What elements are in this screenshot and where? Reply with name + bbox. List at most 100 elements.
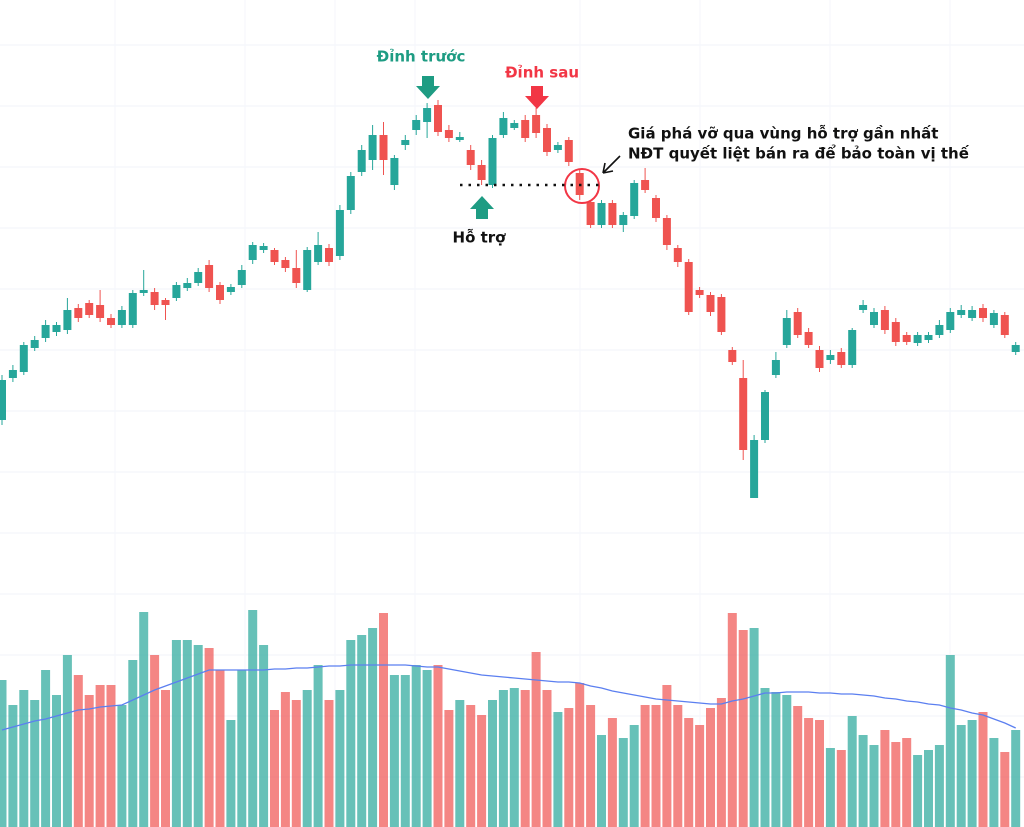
candle-body <box>771 360 780 375</box>
volume-bar <box>73 675 83 827</box>
candle-body <box>237 270 246 285</box>
candle-body <box>248 245 257 260</box>
candle-body <box>216 285 224 300</box>
candle-body <box>706 295 715 312</box>
candle-body <box>532 115 541 133</box>
volume-bar <box>967 720 977 827</box>
candle-body <box>30 340 39 348</box>
candle-body <box>183 283 192 288</box>
volume-bar <box>95 685 105 827</box>
volume-bar <box>793 706 803 827</box>
volume-bar <box>1011 730 1021 827</box>
volume-bar <box>978 712 988 827</box>
candle-body <box>303 250 312 290</box>
candle-body <box>815 350 824 368</box>
candle-body <box>270 250 279 262</box>
volume-bar <box>662 685 672 827</box>
candle-body <box>870 312 878 325</box>
candle-body <box>608 203 617 225</box>
volume-bar <box>379 613 388 827</box>
candle-body <box>717 297 726 332</box>
candle-body <box>357 150 366 172</box>
volume-ma-line <box>1 664 1016 731</box>
candle-body <box>259 246 268 250</box>
candle-body <box>630 183 639 216</box>
candle-body <box>553 145 562 150</box>
candle-body <box>543 128 551 152</box>
arrow-down <box>525 86 549 109</box>
candle-body <box>107 318 115 325</box>
candle-body <box>597 203 606 225</box>
volume-bar <box>564 708 574 827</box>
candle-body <box>957 310 966 315</box>
volume-bar <box>880 730 890 827</box>
candle-body <box>63 310 72 330</box>
volume-bar <box>586 705 596 827</box>
volume-bar <box>302 690 312 827</box>
annotation-note: Giá phá vỡ qua vùng hỗ trợ gần nhất <box>628 125 938 143</box>
volume-bar <box>455 700 465 827</box>
volume-bar <box>237 670 247 827</box>
candle-body <box>401 140 410 145</box>
volume-bar <box>117 705 127 827</box>
candle-body <box>564 140 573 162</box>
volume-bar <box>422 670 432 827</box>
annotations: Đỉnh trước Đỉnh sau Hỗ trợ Giá phá vỡ qu… <box>377 48 970 247</box>
candle-body <box>750 440 759 498</box>
volume-bar <box>215 670 225 827</box>
arrow-down <box>416 76 440 99</box>
volume-bar <box>270 710 279 827</box>
volume-bar <box>934 745 944 827</box>
volume-bar <box>411 665 421 827</box>
candle-body <box>117 310 126 325</box>
volume-bar <box>607 718 617 827</box>
candle-body <box>826 355 835 360</box>
volume-bar <box>749 628 759 827</box>
volume-bar <box>324 700 334 827</box>
annotation-later-peak: Đỉnh sau <box>505 64 579 82</box>
candle-body <box>444 130 453 138</box>
volume-bar <box>30 700 40 827</box>
candle-body <box>902 335 911 342</box>
volume-bar <box>161 690 170 827</box>
annotation-note: NĐT quyết liệt bán ra để bảo toàn vị thế <box>628 144 970 163</box>
candle-body <box>423 108 432 122</box>
candle-body <box>19 345 28 372</box>
candle-body <box>434 105 442 132</box>
volume-bar <box>531 652 541 827</box>
volume-bar <box>989 738 999 827</box>
volume-bar <box>695 725 705 827</box>
candle-body <box>172 285 181 298</box>
volume-pane <box>0 610 1021 827</box>
volume-bar <box>291 700 301 827</box>
arrow-up <box>470 196 494 219</box>
volume-bar <box>597 735 606 827</box>
candle-body <box>662 218 671 245</box>
candle-body <box>510 123 519 128</box>
candle-body <box>521 120 530 138</box>
volume-bar <box>19 690 29 827</box>
volume-bar <box>346 640 356 827</box>
candle-body <box>935 325 944 335</box>
volume-bar <box>891 742 901 827</box>
volume-bar <box>825 748 835 827</box>
candle-body <box>989 313 998 325</box>
volume-bar <box>902 738 912 827</box>
volume-bar <box>335 690 345 827</box>
volume-bar <box>760 688 770 827</box>
volume-bar <box>553 712 563 827</box>
candle-body <box>412 120 421 130</box>
volume-bar <box>357 635 367 827</box>
price-pane <box>0 100 1020 498</box>
candle-body <box>150 292 159 305</box>
volume-bar <box>433 665 443 827</box>
volume-bar <box>858 735 868 827</box>
candle-body <box>226 287 235 292</box>
volume-bar <box>248 610 258 827</box>
volume-bar <box>618 738 628 827</box>
candle-body <box>837 352 846 365</box>
candle-body <box>74 308 83 318</box>
volume-bar <box>956 725 966 827</box>
highlight-circle <box>564 168 600 204</box>
